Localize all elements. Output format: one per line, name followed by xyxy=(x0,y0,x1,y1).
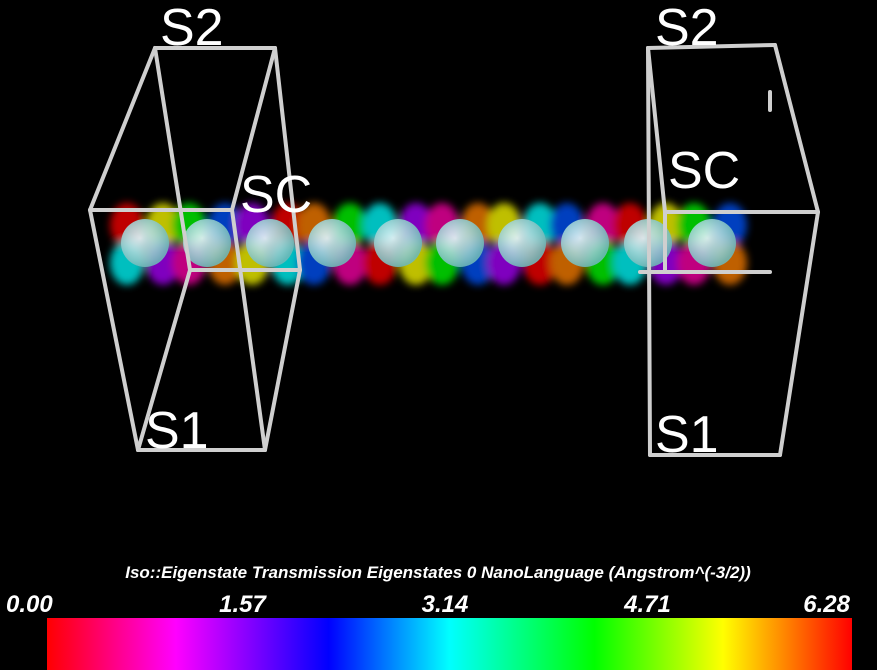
cell-label: S1 xyxy=(655,406,719,464)
cell-label: S1 xyxy=(145,402,209,460)
tick-label: 4.71 xyxy=(623,591,671,618)
cell-label: SC xyxy=(668,142,740,200)
atom xyxy=(436,219,484,267)
atom xyxy=(308,219,356,267)
tick-label: 0.00 xyxy=(6,591,53,618)
colorbar xyxy=(47,618,852,670)
atom xyxy=(688,219,736,267)
tick-label: 1.57 xyxy=(219,591,267,618)
atom xyxy=(121,219,169,267)
cell-label: S2 xyxy=(655,0,719,57)
cell-label: SC xyxy=(240,166,312,224)
atom xyxy=(498,219,546,267)
atom xyxy=(374,219,422,267)
atom xyxy=(561,219,609,267)
atom xyxy=(246,219,294,267)
tick-label: 3.14 xyxy=(422,591,469,618)
tick-label: 6.28 xyxy=(803,591,850,618)
viewport: S2 S2 SC SC S1 S1 Iso::Eigenstate Transm… xyxy=(0,0,877,670)
cell-label: S2 xyxy=(160,0,224,57)
colorbar-title: Iso::Eigenstate Transmission Eigenstates… xyxy=(125,563,751,582)
